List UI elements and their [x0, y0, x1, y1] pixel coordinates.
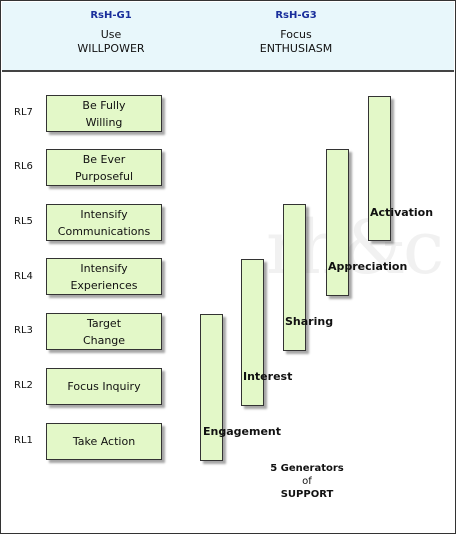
box-line: Experiences: [70, 278, 138, 292]
g3-line2: ENTHUSIASM: [259, 42, 333, 55]
level-label-rl1: RL1: [14, 435, 33, 446]
label-sharing: Sharing: [285, 315, 334, 328]
level-label-rl2: RL2: [14, 380, 33, 391]
header-band: RsH-G1 Use WILLPOWER RsH-G3 Focus ENTHUS…: [2, 2, 454, 72]
g3-line1: Focus: [280, 28, 312, 41]
generators-caption: 5 Generators of SUPPORT: [257, 462, 357, 501]
caption-line3: SUPPORT: [280, 489, 334, 500]
box-intensify-experiences: Intensify Experiences: [46, 258, 162, 295]
level-label-rl4: RL4: [14, 271, 33, 282]
bar-engagement: [200, 314, 223, 461]
bar-sharing: [283, 204, 306, 351]
label-engagement: Engagement: [203, 425, 281, 438]
level-label-rl5: RL5: [14, 216, 33, 227]
g1-code: RsH-G1: [90, 10, 132, 21]
box-be-ever-purposeful: Be Ever Purposeful: [46, 149, 162, 186]
box-be-fully-willing: Be Fully Willing: [46, 95, 162, 132]
level-label-rl7: RL7: [14, 107, 33, 118]
box-line: Focus Inquiry: [67, 380, 141, 393]
box-line: Intensify: [80, 207, 128, 221]
caption-line2: of: [302, 476, 312, 487]
label-appreciation: Appreciation: [328, 260, 408, 273]
box-line: Purposeful: [74, 169, 134, 183]
g1-line1: Use: [100, 28, 122, 41]
header-g1: RsH-G1 Use WILLPOWER: [36, 10, 186, 56]
box-line: Target: [86, 316, 122, 330]
box-line: Be Ever: [82, 152, 126, 166]
box-line: Take Action: [72, 435, 136, 448]
box-line: Willing: [85, 115, 123, 129]
box-intensify-communications: Intensify Communications: [46, 204, 162, 241]
box-take-action: Take Action: [46, 423, 162, 460]
box-line: Communications: [57, 224, 151, 238]
label-interest: Interest: [243, 370, 293, 383]
bar-appreciation: [326, 149, 349, 296]
level-label-rl3: RL3: [14, 325, 33, 336]
box-line: Change: [82, 333, 126, 347]
box-target-change: Target Change: [46, 313, 162, 350]
g1-line2: WILLPOWER: [77, 42, 145, 55]
box-line: Be Fully: [82, 98, 126, 112]
box-line: Intensify: [80, 261, 128, 275]
bar-interest: [241, 259, 264, 406]
caption-line1: 5 Generators: [270, 463, 344, 474]
box-focus-inquiry: Focus Inquiry: [46, 368, 162, 405]
g3-code: RsH-G3: [275, 10, 317, 21]
header-g3: RsH-G3 Focus ENTHUSIASM: [221, 10, 371, 56]
label-activation: Activation: [370, 206, 434, 219]
bar-activation: [368, 96, 391, 241]
level-label-rl6: RL6: [14, 161, 33, 172]
